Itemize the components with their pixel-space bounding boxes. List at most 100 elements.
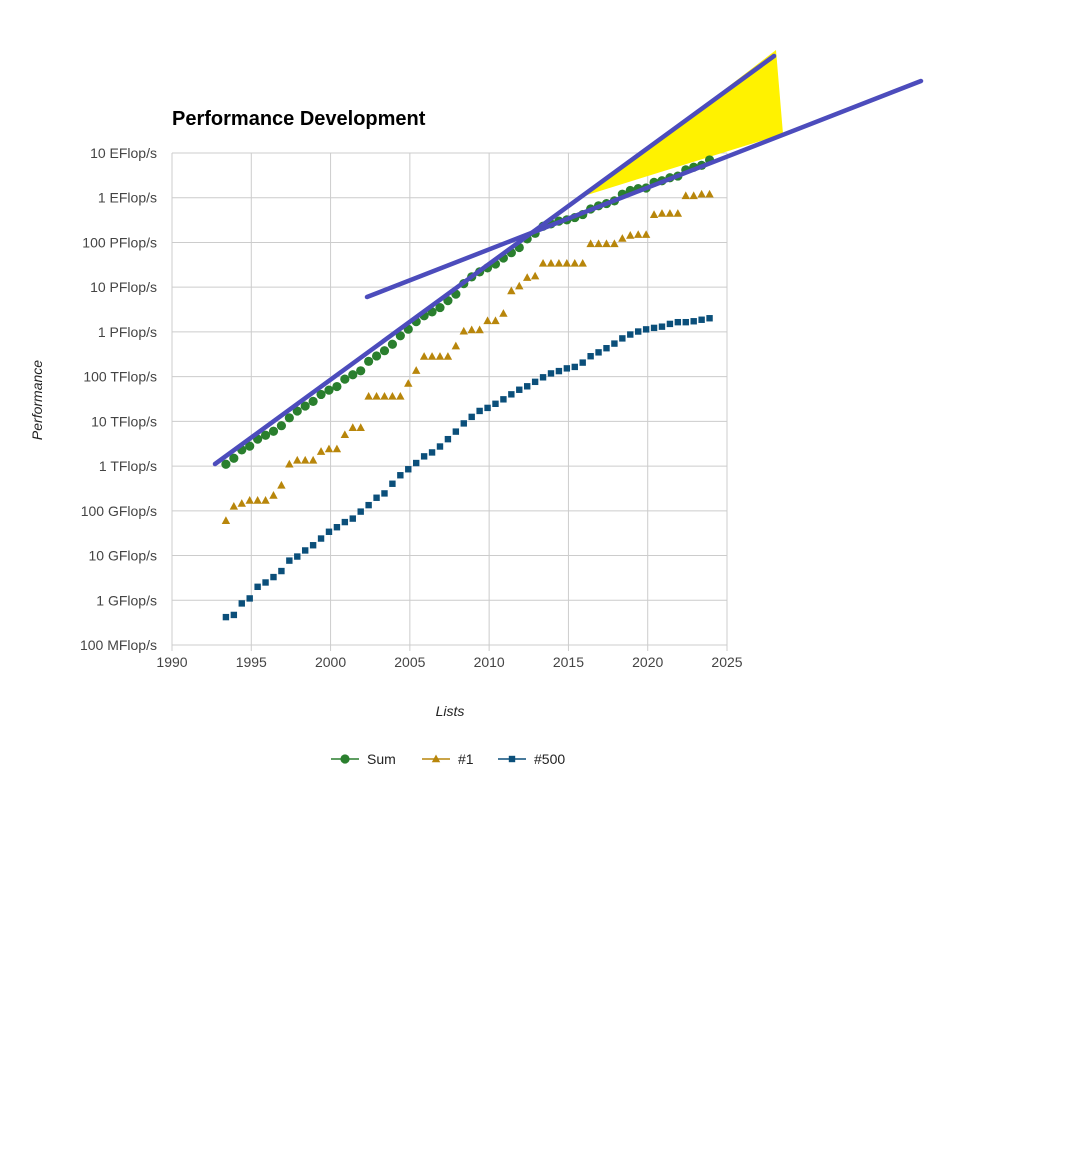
data-point — [626, 231, 635, 239]
data-point — [435, 302, 445, 313]
data-point — [262, 579, 269, 586]
data-point — [381, 490, 388, 497]
data-point — [286, 557, 293, 564]
data-point — [642, 326, 650, 333]
data-point — [618, 234, 627, 242]
data-point — [229, 453, 239, 463]
data-point — [379, 346, 390, 356]
data-point — [689, 191, 698, 200]
data-point — [673, 209, 683, 217]
data-point — [698, 316, 705, 323]
data-point — [658, 323, 666, 330]
data-point — [562, 258, 572, 267]
legend-label: #1 — [458, 751, 474, 767]
data-point — [222, 613, 230, 621]
data-point — [524, 383, 531, 390]
data-point — [348, 423, 357, 431]
y-tick-label: 10 GFlop/s — [89, 548, 157, 564]
data-point — [641, 230, 651, 238]
data-point — [594, 239, 603, 248]
data-point — [649, 210, 659, 219]
data-point — [302, 547, 309, 554]
data-point — [578, 258, 587, 267]
data-point — [507, 286, 516, 295]
x-axis-title: Lists — [436, 703, 465, 719]
data-point — [396, 391, 405, 400]
data-point — [436, 443, 444, 450]
data-point — [603, 345, 610, 352]
data-point — [515, 281, 524, 290]
data-point — [697, 189, 706, 198]
data-point — [389, 480, 396, 487]
legend-marker — [508, 755, 516, 763]
data-point — [245, 441, 255, 451]
data-point — [237, 499, 246, 507]
data-point — [467, 325, 476, 334]
data-point — [499, 309, 508, 317]
data-point — [650, 324, 658, 332]
data-point — [595, 349, 602, 356]
x-tick-label: 2015 — [553, 654, 584, 670]
data-point — [308, 455, 318, 464]
data-point — [324, 385, 334, 395]
data-point — [539, 374, 547, 381]
data-point — [444, 435, 452, 443]
data-point — [428, 449, 436, 456]
data-point — [340, 374, 350, 384]
annotation-trend-line-steep — [212, 53, 777, 467]
data-point — [229, 501, 239, 510]
data-point — [674, 318, 682, 326]
legend-marker — [340, 754, 350, 764]
legend-item[interactable]: #500 — [498, 751, 565, 767]
y-tick-label: 1 EFlop/s — [98, 190, 157, 206]
data-point — [452, 428, 460, 435]
y-tick-label: 100 TFlop/s — [83, 369, 157, 385]
data-point — [221, 516, 231, 524]
data-point — [570, 258, 579, 267]
data-point — [365, 501, 372, 509]
data-point — [253, 496, 262, 504]
data-point — [293, 455, 302, 464]
y-axis-title: Performance — [29, 360, 45, 440]
x-tick-label: 2020 — [632, 654, 663, 670]
data-point — [657, 209, 667, 217]
x-tick-label: 1990 — [156, 654, 187, 670]
data-point — [443, 352, 453, 360]
legend-label: Sum — [367, 751, 396, 767]
data-point — [546, 258, 556, 267]
y-tick-label: 100 PFlop/s — [82, 234, 157, 250]
y-tick-label: 10 TFlop/s — [91, 413, 157, 429]
legend-item[interactable]: Sum — [331, 751, 396, 767]
data-point — [619, 335, 626, 342]
legend-label: #500 — [534, 751, 565, 767]
data-point — [602, 239, 611, 248]
annotation-over — [212, 53, 924, 467]
data-point — [523, 273, 532, 281]
legend-marker — [431, 754, 441, 763]
data-point — [555, 367, 563, 375]
data-point — [269, 491, 278, 499]
data-point — [372, 391, 381, 400]
legend-item[interactable]: #1 — [422, 751, 474, 767]
data-point — [435, 352, 445, 360]
y-tick-label: 100 MFlop/s — [80, 637, 157, 653]
x-tick-label: 2005 — [394, 654, 425, 670]
data-point — [324, 444, 334, 453]
data-point — [530, 271, 540, 280]
data-point — [635, 328, 642, 335]
data-point — [451, 341, 461, 350]
series-triangle — [221, 189, 714, 524]
data-point — [373, 494, 380, 501]
y-tick-label: 10 EFlop/s — [90, 145, 157, 161]
data-point — [364, 391, 373, 400]
data-point — [413, 459, 420, 467]
data-point — [284, 413, 294, 423]
data-point — [547, 370, 555, 377]
data-point — [261, 496, 270, 504]
data-point — [492, 400, 499, 407]
data-point — [468, 413, 475, 421]
data-point — [388, 391, 397, 400]
data-point — [371, 351, 382, 361]
y-tick-label: 10 PFlop/s — [90, 279, 157, 295]
